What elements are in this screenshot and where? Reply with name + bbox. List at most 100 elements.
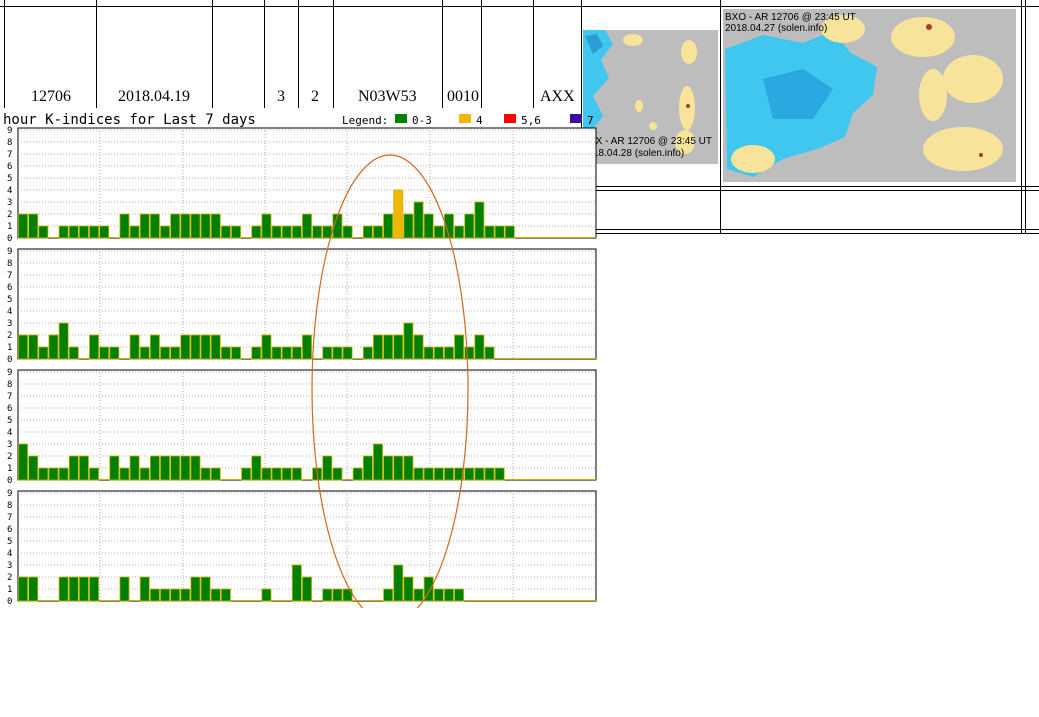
legend-swatch <box>504 114 516 123</box>
k-index-bar <box>119 576 130 602</box>
k-index-bar <box>68 455 79 481</box>
k-index-bar <box>180 213 191 239</box>
k-index-bar <box>160 346 171 360</box>
k-index-bar <box>322 346 333 360</box>
k-index-bar <box>454 334 465 360</box>
k-index-chart: hour K-indices for Last 7 days Legend: 0… <box>3 112 597 608</box>
k-index-bar <box>28 334 39 360</box>
k-index-bar <box>362 346 373 360</box>
k-index-panel: 0 1 2 3 4 5 6 7 8 9 <box>7 247 597 365</box>
y-tick-label: 4 <box>7 428 12 438</box>
y-tick-label: 8 <box>7 380 12 390</box>
k-index-bar <box>170 213 181 239</box>
k-index-bar <box>332 588 343 602</box>
k-index-bar <box>484 467 495 481</box>
y-tick-label: 4 <box>7 307 12 317</box>
k-index-bar <box>210 334 221 360</box>
k-index-bar <box>119 467 130 481</box>
table-divider <box>720 0 721 234</box>
k-index-bar <box>38 225 49 239</box>
y-tick-label: 8 <box>7 138 12 148</box>
k-index-bar <box>383 213 394 239</box>
y-tick-label: 0 <box>7 597 12 607</box>
k-index-bar <box>129 334 140 360</box>
table-divider <box>1025 0 1026 234</box>
k-index-bar <box>302 213 312 239</box>
k-index-bar <box>504 225 515 239</box>
k-index-bar <box>271 225 282 239</box>
k-index-bar <box>362 225 373 239</box>
k-index-bar <box>190 455 201 481</box>
k-index-bar <box>160 225 171 239</box>
y-tick-label: 5 <box>7 537 12 547</box>
k-index-bar <box>220 346 231 360</box>
legend-swatch <box>395 114 407 123</box>
table-divider <box>533 0 534 108</box>
k-index-bar <box>190 576 201 602</box>
y-tick-label: 7 <box>7 392 12 402</box>
table-divider <box>4 0 5 108</box>
y-tick-label: 6 <box>7 162 12 172</box>
k-index-bar <box>443 346 454 360</box>
k-index-bar <box>281 225 292 239</box>
k-index-bar <box>271 467 282 481</box>
k-index-bar <box>291 225 302 239</box>
k-index-bar <box>180 334 191 360</box>
region-image-left[interactable] <box>583 30 718 164</box>
k-index-bar <box>464 467 475 481</box>
k-index-bar <box>332 213 343 239</box>
solar-magnetogram-image <box>583 30 718 164</box>
table-divider <box>442 0 443 108</box>
k-index-bar <box>403 576 414 602</box>
k-index-bar <box>210 213 221 239</box>
y-tick-label: 3 <box>7 561 12 571</box>
k-index-bar <box>464 213 475 239</box>
table-divider <box>96 0 97 108</box>
k-index-bar <box>423 576 434 602</box>
table-row-line <box>581 190 1039 191</box>
k-index-bar <box>291 564 302 602</box>
y-tick-label: 4 <box>7 186 12 196</box>
k-index-bar <box>454 588 465 602</box>
solar-magnetogram-image <box>723 9 1016 182</box>
k-index-bar <box>58 576 69 602</box>
y-tick-label: 1 <box>7 464 12 474</box>
k-index-bar <box>99 346 110 360</box>
left-image-caption-2: 18.04.28 (solen.info) <box>593 148 685 159</box>
k-index-bar <box>48 467 59 481</box>
k-index-bar <box>78 225 89 239</box>
k-index-bar <box>28 213 39 239</box>
table-border-top <box>0 6 1039 7</box>
k-index-bar <box>139 467 150 481</box>
k-index-bar <box>454 467 465 481</box>
y-tick-label: 2 <box>7 452 12 462</box>
y-tick-label: 3 <box>7 198 12 208</box>
y-tick-label: 7 <box>7 271 12 281</box>
k-index-bar <box>48 334 59 360</box>
k-index-bar <box>494 225 505 239</box>
k-index-panel: 0 1 2 3 4 5 6 7 8 9 <box>7 126 597 244</box>
k-index-bar <box>383 455 394 481</box>
region-image-right[interactable] <box>723 9 1016 182</box>
k-index-bar <box>220 225 231 239</box>
k-index-bar <box>160 455 171 481</box>
table-divider <box>481 0 482 108</box>
y-tick-label: 2 <box>7 573 12 583</box>
k-index-bar <box>160 588 171 602</box>
k-index-bar <box>322 455 333 481</box>
k-index-bar <box>413 588 424 602</box>
k-index-bar <box>89 225 100 239</box>
k-index-bar <box>180 455 191 481</box>
table-divider <box>333 0 334 108</box>
k-index-bar <box>119 213 130 239</box>
k-index-panel: 0 1 2 3 4 5 6 7 8 9 <box>7 368 597 486</box>
k-index-bar <box>68 225 79 239</box>
y-tick-label: 1 <box>7 343 12 353</box>
left-image-caption-1: XX - AR 12706 @ 23:45 UT <box>589 136 712 147</box>
legend-entry: 7 <box>587 114 594 127</box>
k-index-bar <box>210 588 221 602</box>
k-index-bar <box>261 334 272 360</box>
k-index-bar <box>474 467 485 481</box>
y-tick-label: 6 <box>7 283 12 293</box>
k-index-bar <box>342 225 353 239</box>
